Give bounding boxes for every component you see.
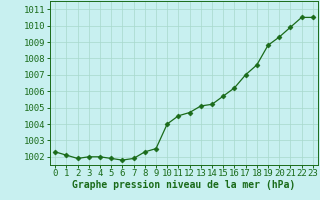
X-axis label: Graphe pression niveau de la mer (hPa): Graphe pression niveau de la mer (hPa) [72, 180, 296, 190]
